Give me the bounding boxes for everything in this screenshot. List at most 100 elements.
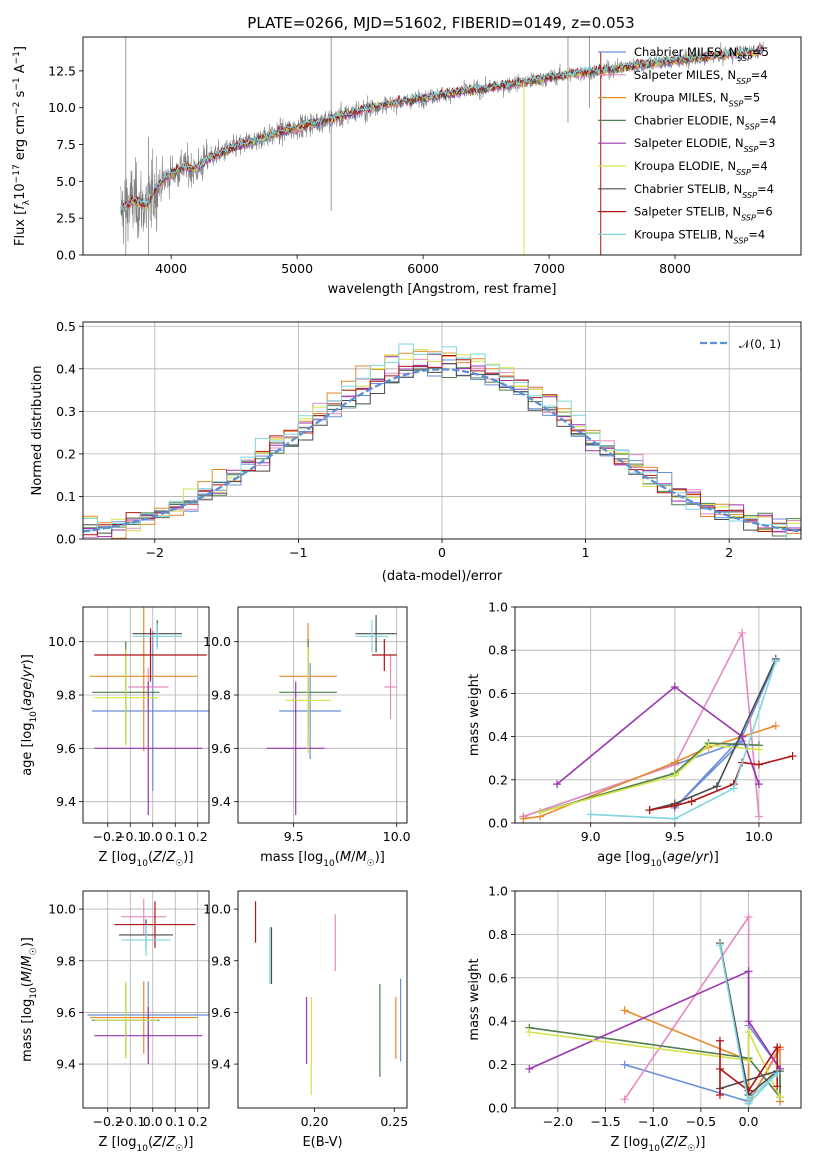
y-tick-label: 0.0: [56, 532, 76, 547]
weight-marker: [704, 741, 713, 750]
x-tick-label: 7000: [533, 261, 565, 276]
residual-histogram: [83, 355, 801, 536]
weight-marker: [744, 1017, 753, 1026]
x-axis-label-part: ☉: [687, 1144, 695, 1154]
weight-marker: [715, 941, 724, 950]
y-axis-label: mass weight: [467, 674, 482, 756]
x-axis-label: E(B-V): [302, 1135, 342, 1150]
weight-line: [529, 1026, 781, 1100]
y-axis-label: Flux [fλ10−17 erg cm−2 s−1 A−1]: [12, 46, 32, 246]
legend-label-n: =5: [752, 45, 769, 59]
y-tick-label: 12.5: [48, 63, 76, 78]
x-axis-label-part: )]: [375, 850, 385, 865]
y-axis-label-part: ]: [13, 46, 28, 51]
x-tick-label: 4000: [155, 261, 187, 276]
x-axis-label-part: /: [691, 850, 696, 865]
x-tick-label: −1.5: [590, 1114, 620, 1129]
x-tick-label: 8000: [659, 261, 691, 276]
y-axis-label-part: (: [20, 706, 35, 711]
weight-marker: [754, 760, 763, 769]
y-axis-label-part: M: [20, 971, 35, 982]
y-tick-label: 0.2: [488, 772, 508, 787]
x-tick-label: 0.0: [739, 1114, 759, 1129]
y-tick-label: 9.6: [211, 1005, 231, 1020]
x-tick-label: 10.0: [383, 829, 411, 844]
legend-label-text: Kroupa MILES, N: [634, 91, 729, 105]
x-axis-label-part: (: [148, 850, 153, 865]
x-axis-label-part: (: [148, 1135, 153, 1150]
y-axis-label-part: A: [13, 64, 28, 77]
weight-marker: [670, 801, 679, 810]
weight-marker: [519, 814, 528, 823]
y-tick-label: 0.0: [488, 816, 508, 831]
y-axis-label-part: −1: [12, 51, 22, 64]
x-tick-label: 9.5: [665, 829, 685, 844]
y-axis-label: mass [log10(M/M☉)]: [20, 937, 39, 1062]
legend-label-n: =3: [758, 136, 775, 150]
y-axis-label-part: −2: [12, 102, 22, 115]
weight-marker: [754, 745, 763, 754]
x-axis-label-part: )]: [183, 1135, 193, 1150]
y-axis-label-part: M: [20, 955, 35, 966]
y-tick-label: 9.6: [211, 741, 231, 756]
x-tick-label: −1.0: [638, 1114, 668, 1129]
y-tick-label: 0.6: [488, 686, 508, 701]
x-tick-label: 0.0: [143, 1114, 163, 1129]
y-tick-label: 0.0: [488, 1101, 508, 1116]
x-axis-label-part: 10: [650, 859, 662, 869]
weight-marker: [645, 806, 654, 815]
y-tick-label: 0.0: [56, 248, 76, 263]
x-axis-label-part: /: [351, 850, 356, 865]
y-axis-label-part: )]: [20, 654, 35, 664]
weight-marker: [744, 1056, 753, 1065]
y-tick-label: 0.8: [488, 643, 508, 658]
legend-label-n: =4: [760, 113, 777, 127]
x-axis-label-part: Z: [152, 1135, 163, 1150]
y-tick-label: 0.2: [488, 1057, 508, 1072]
weight-marker: [553, 780, 562, 789]
x-axis-label-part: (: [660, 1135, 665, 1150]
weight-line: [623, 914, 781, 1105]
panel-mass-vs-EBV: 0.20 0.25 9.4 9.6 9.8 10.0 E(B-V): [203, 890, 408, 1150]
x-tick-label: 0: [438, 545, 446, 560]
y-tick-label: 0.4: [488, 1014, 508, 1029]
weight-marker: [620, 1095, 629, 1104]
x-tick-label: −0.1: [115, 1114, 145, 1129]
x-axis-label-part: /: [674, 1135, 679, 1150]
x-axis-label: Z [log10(Z/Z☉)]: [99, 1135, 194, 1154]
x-tick-label: −0.2: [93, 1114, 123, 1129]
y-axis-label-part: /: [20, 677, 35, 682]
x-axis-label-part: 10: [136, 1144, 148, 1154]
weight-line: [719, 1040, 779, 1095]
y-axis-label-part: age: [20, 682, 35, 706]
x-axis-label-part: age: [667, 850, 691, 865]
legend-label: Kroupa ELODIE, NSSP=4: [634, 159, 768, 177]
y-tick-label: 9.6: [56, 741, 76, 756]
y-tick-label: 0.1: [56, 489, 76, 504]
y-tick-label: 9.4: [56, 1057, 76, 1072]
axes-frame: [82, 890, 210, 1109]
legend-label-sub: SSP: [737, 54, 752, 63]
x-axis-label-part: yr: [695, 850, 711, 865]
weight-marker: [687, 797, 696, 806]
axes-frame: [82, 321, 802, 540]
weight-marker: [525, 1028, 534, 1037]
legend-label-sub: SSP: [734, 236, 749, 245]
x-axis-label-part: age [log: [597, 850, 650, 865]
x-axis-label: mass [log10(M/M☉)]: [260, 850, 385, 869]
legend-label-text: Kroupa ELODIE, N: [634, 159, 736, 173]
x-tick-label: 6000: [407, 261, 439, 276]
y-tick-label: 9.8: [56, 688, 76, 703]
x-tick-label: 5000: [281, 261, 313, 276]
legend-label-sub: SSP: [736, 168, 751, 177]
weight-marker: [776, 1093, 785, 1102]
x-axis-label-part: ☉: [175, 859, 183, 869]
x-axis-label-part: Z: [165, 850, 176, 865]
x-tick-label: 0.1: [165, 1114, 185, 1129]
x-axis-label-part: /: [162, 850, 167, 865]
y-tick-label: 10.0: [203, 634, 231, 649]
legend-label: Chabrier STELIB, NSSP=4: [634, 182, 774, 200]
y-axis-label-part: λ: [22, 199, 32, 205]
y-tick-label: 9.4: [211, 794, 231, 809]
y-tick-label: 0.2: [56, 446, 76, 461]
